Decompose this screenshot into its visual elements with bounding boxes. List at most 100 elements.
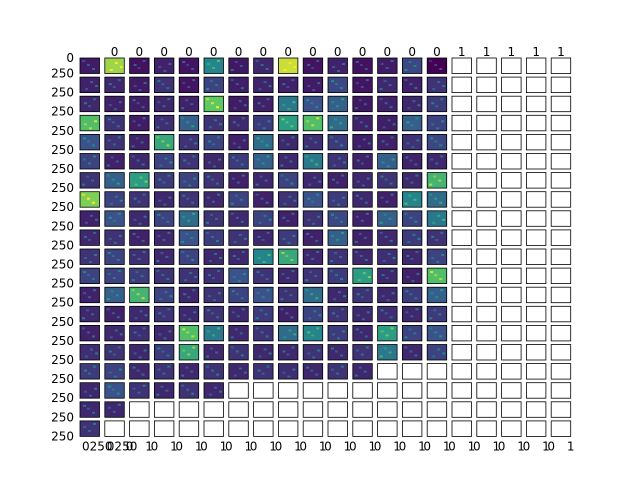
y-tick-label: 250 [51, 219, 74, 233]
axes-frame [277, 382, 299, 399]
heatmap-speckle [212, 143, 215, 146]
heatmap-speckle [355, 215, 359, 218]
axes-frame [352, 114, 373, 132]
axes-frame [501, 95, 522, 113]
heatmap-speckle [286, 143, 290, 146]
heatmap-speckle [331, 213, 334, 216]
empty-axes-panel [451, 172, 472, 189]
heatmap-speckle [84, 390, 87, 393]
heatmap-speckle [242, 273, 246, 276]
heatmap-speckle [286, 86, 290, 89]
axes-frame [203, 248, 224, 265]
heatmap-speckle [236, 315, 240, 318]
axes-frame [153, 286, 175, 304]
heatmap-speckle [193, 311, 197, 314]
heatmap-speckle [331, 368, 334, 371]
heatmap-speckle [404, 69, 408, 71]
heatmap-cell [303, 115, 323, 131]
axes-frame [178, 172, 200, 189]
heatmap-cell [179, 210, 199, 227]
heatmap-panel [302, 57, 324, 74]
heatmap-speckle [108, 216, 112, 219]
empty-axes-panel [501, 76, 522, 93]
heatmap-panel [178, 191, 200, 208]
heatmap-panel [401, 191, 423, 208]
heatmap-speckle [182, 328, 186, 331]
heatmap-speckle [437, 214, 441, 217]
heatmap-panel [104, 229, 125, 246]
heatmap-panel [104, 57, 125, 74]
heatmap-speckle [183, 314, 187, 317]
axes-frame [501, 153, 522, 170]
heatmap-speckle [141, 163, 145, 166]
axes-frame [203, 76, 224, 93]
axes-frame [426, 114, 448, 132]
heatmap-speckle [379, 221, 383, 224]
axes-frame [302, 305, 324, 323]
empty-axes-panel [377, 420, 398, 437]
heatmap-panel [129, 133, 150, 151]
heatmap-speckle [385, 334, 389, 337]
column-top-tick-label: 0 [408, 45, 416, 59]
heatmap-speckle [306, 366, 310, 369]
heatmap-panel [253, 114, 274, 132]
axes-frame [501, 57, 522, 74]
heatmap-speckle [110, 156, 114, 159]
axes-frame [203, 114, 224, 132]
y-tick-label: 250 [51, 124, 74, 138]
heatmap-speckle [241, 251, 245, 253]
heatmap-cell [402, 306, 422, 322]
heatmap-speckle [135, 137, 139, 140]
axes-frame [526, 153, 547, 170]
axes-frame [377, 305, 398, 323]
axes-frame [203, 286, 224, 304]
heatmap-speckle [292, 101, 296, 104]
heatmap-speckle [92, 335, 95, 338]
x-tick-label: 0 [374, 439, 382, 453]
axes-frame [178, 305, 200, 323]
heatmap-speckle [334, 252, 337, 254]
axes-frame [79, 267, 100, 285]
heatmap-speckle [107, 139, 111, 142]
heatmap-speckle [437, 81, 441, 84]
axes-frame [79, 153, 100, 170]
heatmap-panel [129, 248, 150, 265]
empty-axes-panel [526, 382, 547, 399]
axes-frame [153, 305, 175, 323]
heatmap-speckle [157, 101, 161, 104]
empty-axes-panel [501, 401, 522, 418]
axes-frame [526, 95, 547, 113]
heatmap-cell [129, 58, 150, 74]
heatmap-panel [129, 57, 150, 74]
heatmap-panel [302, 114, 324, 132]
empty-axes-panel [228, 382, 249, 399]
axes-frame [129, 344, 150, 361]
heatmap-speckle [415, 174, 419, 177]
heatmap-speckle [364, 259, 368, 261]
heatmap-speckle [288, 195, 292, 198]
heatmap-speckle [208, 295, 211, 298]
heatmap-speckle [305, 155, 309, 158]
heatmap-cell [228, 325, 249, 341]
empty-axes-panel [451, 420, 472, 437]
empty-axes-panel [203, 420, 224, 437]
heatmap-cell [253, 229, 274, 246]
x-tick-label: 0250 [82, 439, 113, 453]
y-tick-label: 250 [51, 200, 74, 214]
axes-frame [253, 363, 274, 380]
heatmap-speckle [429, 327, 433, 330]
axes-frame [203, 305, 224, 323]
axes-frame [401, 305, 423, 323]
heatmap-cell [129, 249, 150, 265]
heatmap-speckle [133, 197, 137, 200]
empty-axes-panel [501, 153, 522, 170]
heatmap-speckle [266, 98, 270, 101]
heatmap-speckle [112, 410, 116, 413]
empty-axes-panel [550, 133, 572, 151]
heatmap-panel [178, 324, 200, 342]
heatmap-cell [253, 172, 274, 189]
heatmap-speckle [141, 239, 145, 242]
axes-frame [377, 210, 398, 227]
axes-frame [79, 76, 100, 93]
heatmap-panel [153, 363, 175, 380]
